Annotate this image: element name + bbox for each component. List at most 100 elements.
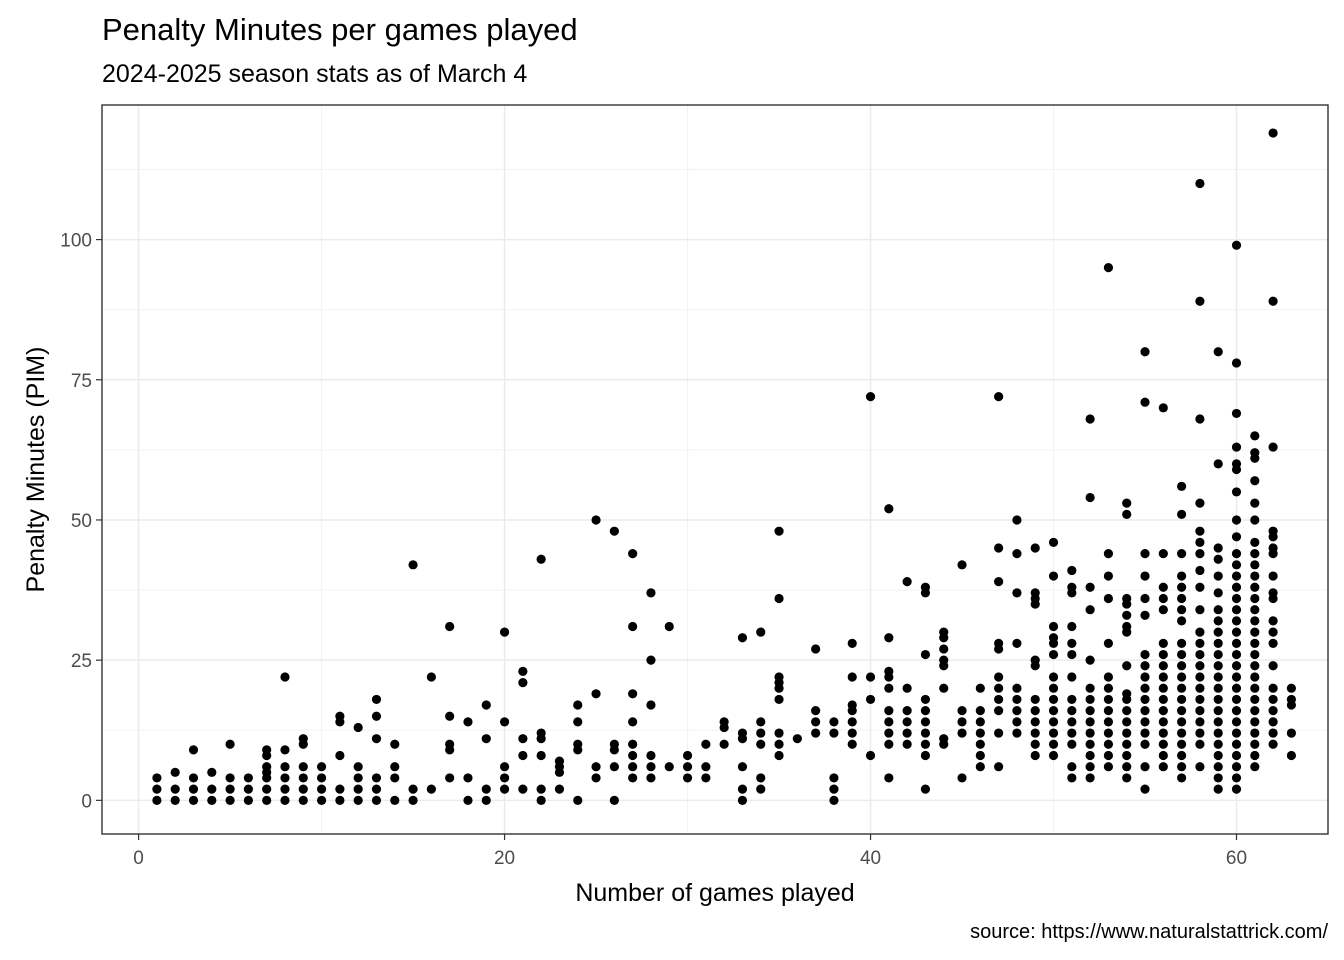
data-point — [847, 739, 857, 749]
data-point — [1195, 661, 1205, 671]
data-point — [1140, 706, 1150, 716]
data-point — [1158, 762, 1168, 772]
data-point — [1250, 728, 1260, 738]
data-point — [1140, 593, 1150, 604]
data-point — [994, 706, 1004, 716]
data-point — [682, 750, 693, 761]
data-point — [1250, 739, 1260, 749]
data-point — [884, 706, 894, 716]
data-point — [170, 784, 180, 794]
data-point — [1085, 683, 1095, 693]
data-point — [920, 582, 931, 592]
data-point — [298, 762, 308, 772]
data-point — [1195, 605, 1205, 615]
data-point — [1158, 683, 1168, 693]
data-point — [1213, 672, 1223, 682]
data-point — [1268, 661, 1278, 671]
data-point — [262, 762, 272, 772]
data-point — [426, 672, 436, 682]
data-point — [353, 722, 363, 733]
data-point — [609, 526, 619, 536]
data-point — [1140, 717, 1150, 727]
data-point — [499, 627, 510, 637]
data-point — [1048, 739, 1059, 749]
data-point — [1158, 661, 1168, 671]
data-point — [1231, 582, 1242, 592]
data-point — [994, 543, 1004, 553]
data-point — [1250, 431, 1260, 441]
data-point — [1067, 728, 1077, 738]
data-point — [243, 784, 253, 794]
data-point — [1085, 414, 1095, 424]
data-point — [1268, 728, 1278, 738]
data-point — [573, 717, 583, 727]
data-point — [1195, 498, 1205, 508]
data-point — [829, 773, 839, 783]
data-point — [1067, 694, 1077, 705]
y-tick-label: 100 — [60, 231, 92, 252]
data-point — [811, 706, 821, 716]
data-point — [774, 739, 784, 749]
data-point — [1048, 649, 1059, 660]
data-point — [628, 717, 638, 727]
chart-title: Penalty Minutes per games played — [102, 12, 578, 47]
data-point — [920, 750, 931, 761]
data-point — [1231, 762, 1242, 772]
data-point — [774, 593, 784, 604]
data-point — [316, 773, 327, 783]
data-point — [536, 784, 546, 794]
data-point — [920, 717, 931, 727]
data-point — [390, 773, 400, 783]
data-point — [957, 560, 967, 570]
data-point — [353, 784, 363, 794]
data-point — [207, 795, 217, 805]
data-point — [975, 706, 985, 716]
data-point — [1268, 627, 1278, 637]
data-point — [1085, 655, 1095, 665]
data-point — [1250, 627, 1260, 637]
data-point — [609, 762, 619, 772]
data-point — [1140, 347, 1150, 357]
data-point — [1085, 750, 1095, 761]
data-point — [1158, 739, 1168, 749]
data-point — [737, 795, 748, 805]
data-point — [1213, 347, 1223, 357]
data-point — [902, 717, 912, 727]
data-point — [1213, 762, 1223, 772]
data-point — [262, 745, 272, 755]
data-point — [920, 784, 931, 794]
data-point — [994, 672, 1004, 682]
data-point — [1213, 728, 1223, 738]
data-points — [152, 128, 1297, 805]
data-point — [1030, 739, 1040, 749]
data-point — [1213, 694, 1223, 705]
data-point — [1268, 296, 1278, 306]
data-point — [207, 767, 217, 777]
data-point — [1012, 728, 1022, 738]
data-point — [1067, 621, 1077, 632]
data-point — [1103, 549, 1114, 559]
data-point — [1177, 728, 1187, 738]
data-point — [664, 762, 674, 772]
data-point — [1158, 605, 1168, 615]
data-point — [1158, 717, 1168, 727]
data-point — [1250, 616, 1260, 626]
data-point — [1231, 694, 1242, 705]
data-point — [1250, 605, 1260, 615]
data-point — [1231, 627, 1242, 637]
data-point — [1213, 683, 1223, 693]
data-point — [1177, 762, 1187, 772]
data-point — [390, 739, 400, 749]
data-point — [152, 773, 162, 783]
data-point — [1231, 683, 1242, 693]
data-point — [1195, 526, 1205, 536]
x-tick-label: 40 — [860, 848, 881, 869]
data-point — [353, 773, 363, 783]
data-point — [628, 739, 638, 749]
data-point — [994, 577, 1004, 587]
data-point — [1067, 773, 1077, 783]
data-point — [1231, 728, 1242, 738]
data-point — [774, 672, 784, 682]
data-point — [280, 784, 290, 794]
data-point — [1122, 661, 1132, 671]
